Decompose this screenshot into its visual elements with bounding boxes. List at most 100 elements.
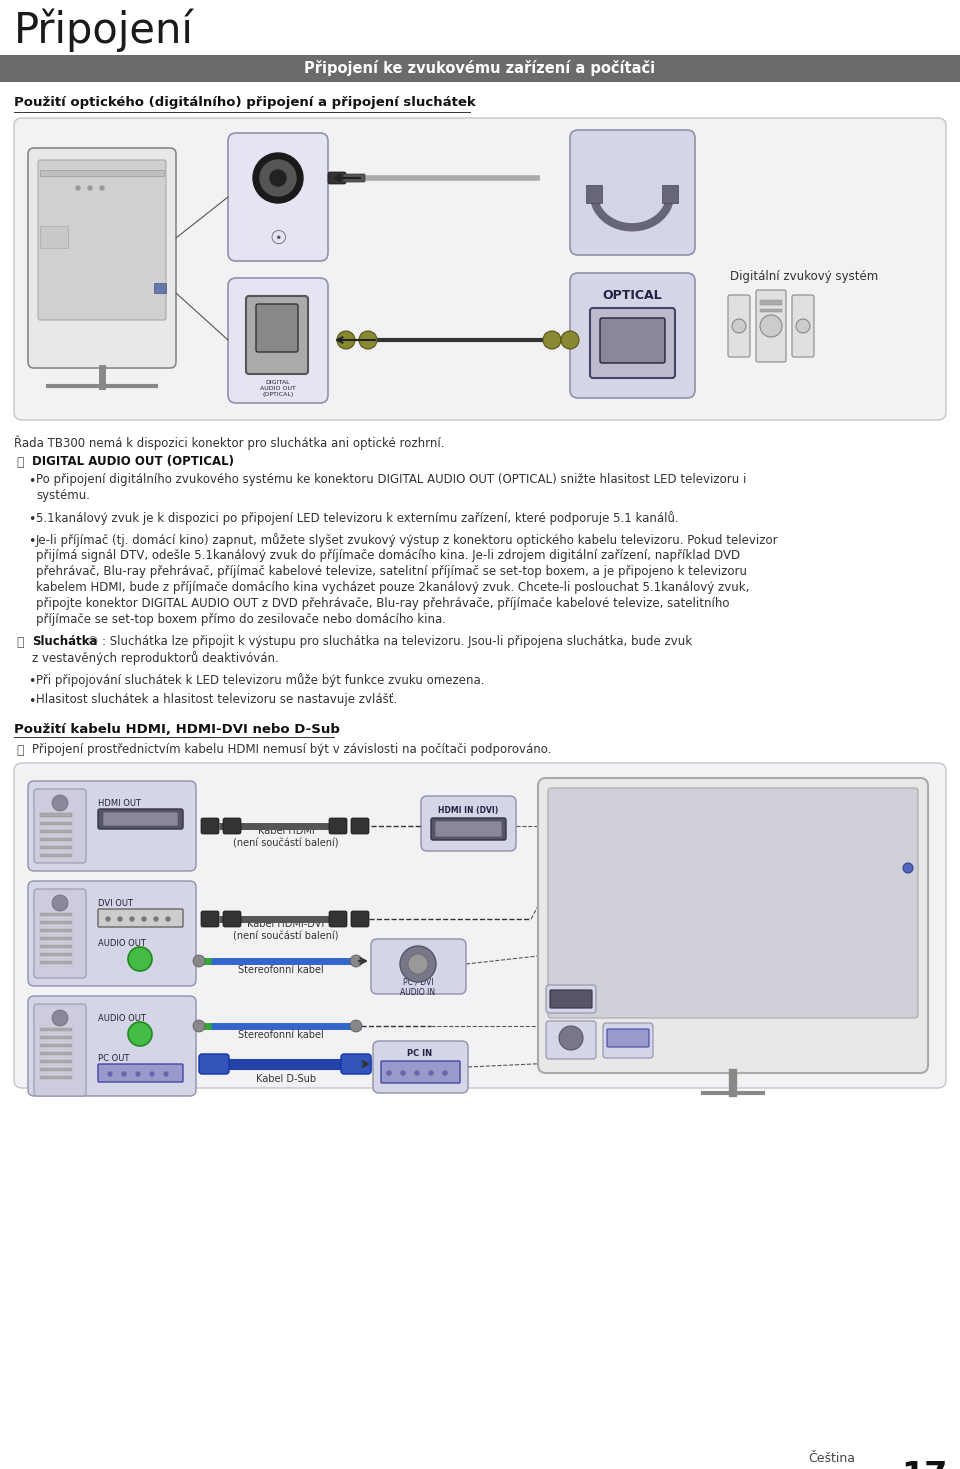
- FancyBboxPatch shape: [329, 911, 347, 927]
- FancyBboxPatch shape: [34, 789, 86, 862]
- Circle shape: [350, 955, 362, 967]
- Circle shape: [142, 917, 146, 921]
- Text: PC / DVI
AUDIO IN: PC / DVI AUDIO IN: [400, 977, 436, 996]
- Circle shape: [122, 1072, 126, 1075]
- Text: Čeština: Čeština: [808, 1451, 855, 1465]
- Text: Připojení: Připojení: [14, 7, 194, 51]
- FancyBboxPatch shape: [728, 295, 750, 357]
- Bar: [40, 823, 72, 826]
- Text: Kabel HDMI
(není součástí balení): Kabel HDMI (není součástí balení): [233, 826, 339, 848]
- Bar: [40, 1036, 72, 1039]
- Bar: [40, 928, 72, 931]
- Circle shape: [400, 946, 436, 981]
- Text: ☉ : Sluchátka lze připojit k výstupu pro sluchátka na televizoru. Jsou-li připoj: ☉ : Sluchátka lze připojit k výstupu pro…: [84, 635, 692, 648]
- Text: Použití kabelu HDMI, HDMI-DVI nebo D-Sub: Použití kabelu HDMI, HDMI-DVI nebo D-Sub: [14, 723, 340, 736]
- Bar: [40, 1028, 72, 1031]
- FancyBboxPatch shape: [546, 986, 596, 1014]
- FancyBboxPatch shape: [351, 911, 369, 927]
- Bar: [40, 1068, 72, 1071]
- Circle shape: [150, 1072, 154, 1075]
- Bar: [40, 953, 72, 956]
- Text: PC OUT: PC OUT: [98, 1053, 130, 1064]
- Bar: [40, 1075, 72, 1080]
- Circle shape: [52, 895, 68, 911]
- Circle shape: [106, 917, 110, 921]
- FancyBboxPatch shape: [14, 118, 946, 420]
- FancyBboxPatch shape: [421, 796, 516, 851]
- FancyBboxPatch shape: [38, 160, 166, 320]
- Text: Stereofonní kabel: Stereofonní kabel: [238, 1030, 324, 1040]
- FancyBboxPatch shape: [98, 809, 183, 829]
- FancyBboxPatch shape: [792, 295, 814, 357]
- FancyBboxPatch shape: [328, 172, 346, 184]
- FancyBboxPatch shape: [28, 782, 196, 871]
- FancyBboxPatch shape: [228, 134, 328, 261]
- FancyBboxPatch shape: [223, 818, 241, 834]
- FancyBboxPatch shape: [431, 818, 506, 840]
- FancyBboxPatch shape: [570, 273, 695, 398]
- Circle shape: [415, 1071, 419, 1075]
- FancyBboxPatch shape: [246, 295, 308, 375]
- Bar: [40, 961, 72, 964]
- Circle shape: [408, 953, 428, 974]
- Bar: [40, 937, 72, 940]
- FancyBboxPatch shape: [201, 911, 219, 927]
- Bar: [40, 1061, 72, 1064]
- Text: Při připojování sluchátek k LED televizoru může být funkce zvuku omezena.: Při připojování sluchátek k LED televizo…: [36, 673, 485, 687]
- Circle shape: [760, 314, 782, 336]
- FancyBboxPatch shape: [28, 148, 176, 369]
- Text: Připojení prostřednictvím kabelu HDMI nemusí být v závislosti na počítači podpor: Připojení prostřednictvím kabelu HDMI ne…: [32, 743, 551, 757]
- FancyBboxPatch shape: [98, 909, 183, 927]
- Text: AUDIO OUT: AUDIO OUT: [98, 1014, 146, 1022]
- Circle shape: [387, 1071, 391, 1075]
- Bar: [586, 185, 602, 203]
- Circle shape: [164, 1072, 168, 1075]
- FancyBboxPatch shape: [28, 881, 196, 986]
- Text: Použití optického (digitálního) připojení a připojení sluchátek: Použití optického (digitálního) připojen…: [14, 95, 476, 109]
- Circle shape: [136, 1072, 140, 1075]
- Text: 17: 17: [901, 1460, 948, 1469]
- Bar: [760, 308, 782, 311]
- Text: Sluchátka: Sluchátka: [32, 635, 98, 648]
- FancyBboxPatch shape: [590, 308, 675, 378]
- Text: Řada TB300 nemá k dispozici konektor pro sluchátka ani optické rozhrní.: Řada TB300 nemá k dispozici konektor pro…: [14, 435, 444, 450]
- Bar: [40, 1044, 72, 1047]
- Text: z vestavěných reproduktorů deaktivóván.: z vestavěných reproduktorů deaktivóván.: [32, 651, 278, 665]
- Circle shape: [732, 319, 746, 333]
- FancyBboxPatch shape: [223, 911, 241, 927]
- Bar: [0, 54, 960, 82]
- Bar: [154, 284, 166, 292]
- Bar: [40, 921, 72, 924]
- FancyBboxPatch shape: [548, 787, 918, 1018]
- Bar: [40, 812, 72, 817]
- FancyBboxPatch shape: [546, 1021, 596, 1059]
- Bar: [40, 914, 72, 917]
- Text: HDMI OUT: HDMI OUT: [98, 799, 141, 808]
- Circle shape: [903, 862, 913, 873]
- FancyBboxPatch shape: [351, 818, 369, 834]
- FancyBboxPatch shape: [600, 317, 665, 363]
- FancyBboxPatch shape: [607, 1028, 649, 1047]
- Text: AUDIO OUT: AUDIO OUT: [98, 939, 146, 948]
- Circle shape: [796, 319, 810, 333]
- Text: Kabel D-Sub: Kabel D-Sub: [256, 1074, 316, 1084]
- Text: přehrávač, Blu-ray přehrávač, příjímač kabelové televize, satelitní příjímač se : přehrávač, Blu-ray přehrávač, příjímač k…: [36, 566, 747, 577]
- Circle shape: [166, 917, 170, 921]
- Circle shape: [88, 187, 92, 190]
- Bar: [40, 945, 72, 948]
- Circle shape: [108, 1072, 112, 1075]
- Bar: [40, 830, 72, 833]
- Bar: [40, 170, 164, 176]
- FancyBboxPatch shape: [373, 1042, 468, 1093]
- Circle shape: [270, 170, 286, 187]
- Text: Ⓘ: Ⓘ: [16, 743, 23, 757]
- Bar: [40, 1052, 72, 1055]
- FancyBboxPatch shape: [228, 278, 328, 403]
- Text: přijímá signál DTV, odešle 5.1kanálový zvuk do příjímače domácího kina. Je-li zd: přijímá signál DTV, odešle 5.1kanálový z…: [36, 549, 740, 563]
- Circle shape: [52, 795, 68, 811]
- Circle shape: [429, 1071, 433, 1075]
- Circle shape: [76, 187, 80, 190]
- Text: •: •: [28, 535, 36, 548]
- Circle shape: [401, 1071, 405, 1075]
- Circle shape: [543, 331, 561, 350]
